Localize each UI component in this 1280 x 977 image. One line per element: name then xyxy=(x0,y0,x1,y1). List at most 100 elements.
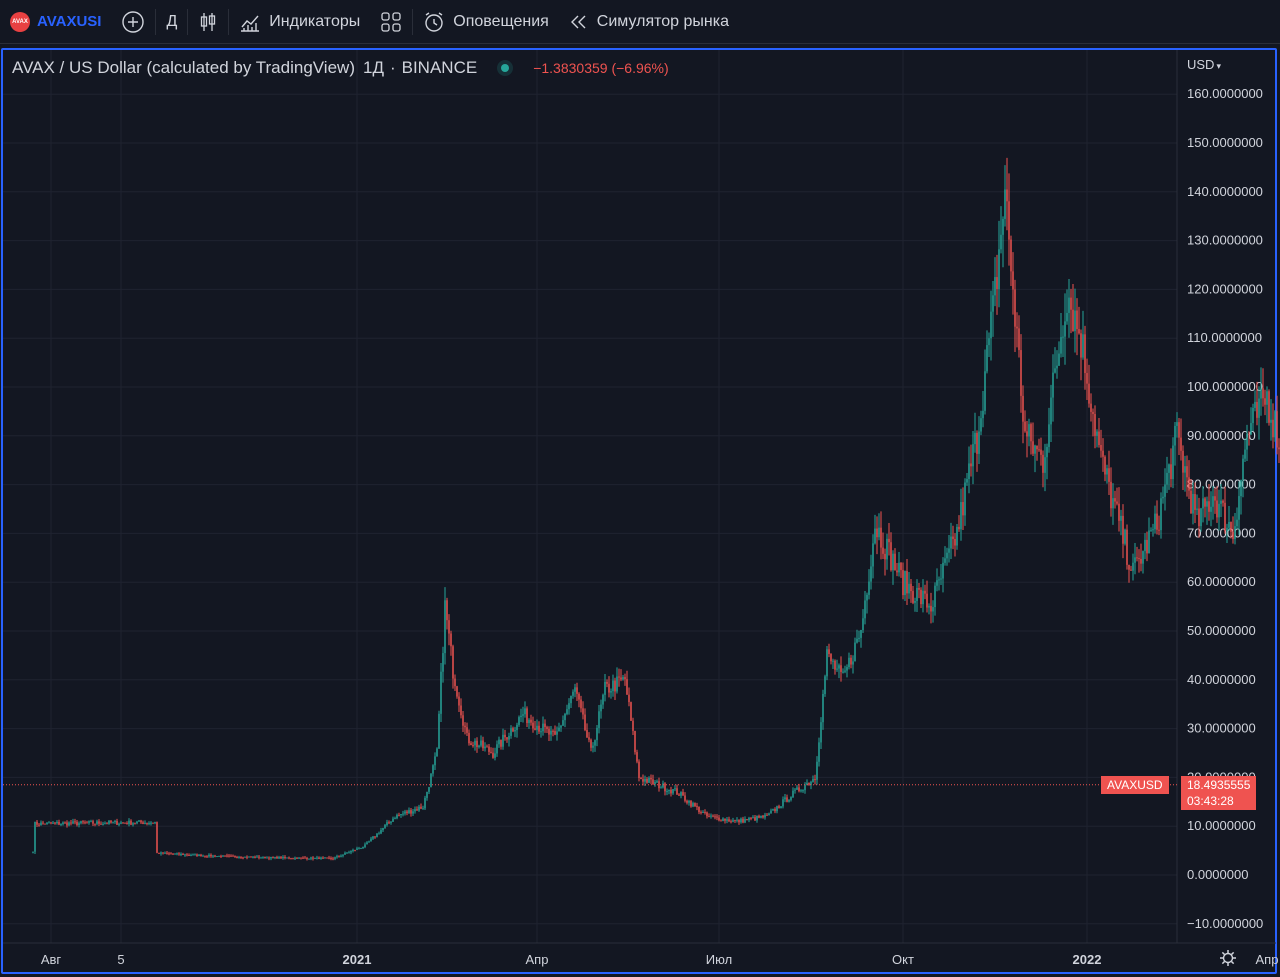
candle-body xyxy=(1142,551,1144,564)
candle-body xyxy=(946,552,948,559)
candle-body xyxy=(304,857,306,859)
candle-body xyxy=(820,722,822,743)
candle-body xyxy=(628,694,630,703)
candle-body xyxy=(404,811,406,814)
candle-body xyxy=(738,819,740,823)
candle-body xyxy=(466,727,468,733)
candle-body xyxy=(1000,234,1002,250)
candle-body xyxy=(44,823,46,825)
candle-body xyxy=(1068,297,1070,313)
candle-body xyxy=(1156,513,1158,530)
layouts-button[interactable] xyxy=(370,0,412,44)
candle-body xyxy=(284,856,286,858)
candle-body xyxy=(1256,401,1258,418)
symbol-search[interactable]: AVAX AVAXUSI xyxy=(0,0,111,44)
candle-body xyxy=(436,748,438,757)
candle-body xyxy=(860,630,862,638)
candle-body xyxy=(262,856,264,858)
candle-body xyxy=(198,854,200,856)
indicators-icon xyxy=(241,15,260,32)
candle-body xyxy=(1052,372,1054,398)
candle-body xyxy=(888,538,890,543)
currency-selector[interactable]: USD ▾ xyxy=(1187,57,1221,72)
candle-body xyxy=(716,816,718,818)
candle-body xyxy=(382,827,384,831)
y-tick-label: 0.0000000 xyxy=(1187,867,1248,882)
candle-body xyxy=(426,791,428,798)
candle-body xyxy=(432,765,434,774)
candle-body xyxy=(832,660,834,662)
candle-body xyxy=(750,817,752,819)
candle-body xyxy=(570,695,572,704)
y-tick-label: 70.0000000 xyxy=(1187,525,1256,540)
candle-body xyxy=(428,787,430,792)
candle-body xyxy=(490,751,492,753)
y-tick-label: 60.0000000 xyxy=(1187,574,1256,589)
candle-body xyxy=(792,790,794,798)
candle-body xyxy=(604,681,606,695)
candle-body xyxy=(1226,527,1228,532)
candle-body xyxy=(1122,515,1124,544)
candle-body xyxy=(828,649,830,655)
candle-body xyxy=(764,814,766,818)
compare-button[interactable] xyxy=(111,0,155,44)
candle-body xyxy=(254,856,256,858)
candle-body xyxy=(838,665,840,669)
last-price-value: 18.4935555 xyxy=(1187,778,1251,792)
candle-body xyxy=(1146,539,1148,554)
replay-button[interactable]: Симулятор рынка xyxy=(559,0,739,44)
candle-body xyxy=(216,856,218,858)
candle-body xyxy=(1154,513,1156,530)
candle-body xyxy=(1160,498,1162,531)
candle-body xyxy=(112,821,114,823)
candle-body xyxy=(398,814,400,816)
candle-body xyxy=(856,638,858,643)
candle-body xyxy=(1222,500,1224,503)
candle-body xyxy=(90,821,92,823)
indicators-button[interactable]: Индикаторы xyxy=(229,0,370,44)
candle-body xyxy=(416,809,418,811)
candle-body xyxy=(252,856,254,858)
alerts-button[interactable]: Оповещения xyxy=(413,0,559,44)
interval-button[interactable]: Д xyxy=(156,0,187,44)
candle-body xyxy=(494,753,496,758)
candle-body xyxy=(1042,454,1044,473)
candle-body xyxy=(1126,529,1128,565)
candle-body xyxy=(870,566,872,582)
candle-body xyxy=(758,815,760,818)
candle-body xyxy=(68,822,70,826)
candle-body xyxy=(970,463,972,467)
candle-body xyxy=(590,739,592,748)
candle-body xyxy=(1234,526,1236,540)
candle-body xyxy=(184,854,186,856)
candle-body xyxy=(728,819,730,822)
candle-body xyxy=(224,855,226,857)
candle-body xyxy=(744,819,746,823)
candle-body xyxy=(696,806,698,808)
candle-body xyxy=(1272,419,1274,438)
candle-body xyxy=(114,821,116,823)
candle-body xyxy=(562,720,564,726)
market-open-indicator xyxy=(501,64,510,72)
candle-body xyxy=(892,553,894,571)
chart-type-button[interactable] xyxy=(188,0,228,44)
candle-body xyxy=(614,680,616,692)
x-tick-label: Июл xyxy=(706,952,732,967)
chevron-down-icon: ▾ xyxy=(1216,61,1221,71)
candle-body xyxy=(126,823,128,825)
candle-body xyxy=(600,704,602,712)
candle-body xyxy=(754,817,756,821)
candle-body xyxy=(704,811,706,813)
candle-body xyxy=(300,857,302,859)
candle-body xyxy=(406,811,408,814)
candle-body xyxy=(1220,500,1222,504)
candle-body xyxy=(482,740,484,749)
candle-body xyxy=(722,818,724,822)
candle-body xyxy=(664,783,666,792)
candle-body xyxy=(634,730,636,753)
candle-body xyxy=(1084,334,1086,374)
candle-body xyxy=(82,821,84,823)
candle-body xyxy=(662,783,664,788)
candle-body xyxy=(296,857,298,859)
